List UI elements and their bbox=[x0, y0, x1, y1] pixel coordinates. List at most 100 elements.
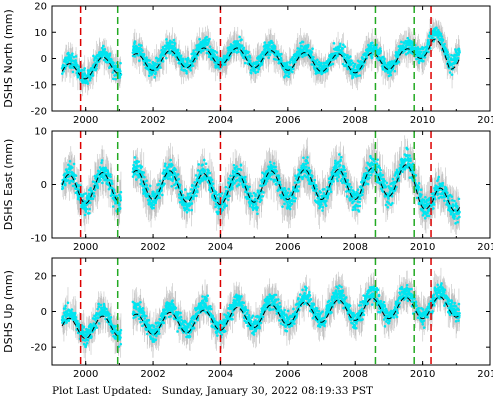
observation-point bbox=[134, 178, 138, 181]
observation-point bbox=[118, 76, 122, 79]
observation-point bbox=[162, 47, 165, 50]
observation-point bbox=[72, 162, 76, 166]
observation-point bbox=[71, 52, 74, 55]
observation-point bbox=[237, 183, 241, 187]
observation-point bbox=[180, 190, 184, 194]
y-tick-label: 20 bbox=[34, 2, 47, 13]
observation-point bbox=[446, 50, 449, 54]
observation-point bbox=[89, 186, 92, 190]
observation-point bbox=[221, 208, 225, 212]
observation-point bbox=[92, 54, 95, 58]
x-tick-label: 2008 bbox=[343, 115, 368, 126]
observation-point bbox=[89, 76, 92, 80]
observation-point bbox=[316, 58, 319, 62]
observation-point bbox=[190, 202, 194, 205]
observation-point bbox=[358, 74, 362, 77]
observation-point bbox=[152, 206, 155, 210]
observation-point bbox=[196, 190, 199, 194]
observation-point bbox=[431, 36, 434, 39]
observation-point bbox=[90, 189, 94, 193]
observation-point bbox=[346, 59, 350, 63]
observation-point bbox=[248, 204, 252, 208]
observation-point bbox=[92, 192, 96, 195]
observation-point bbox=[216, 56, 219, 59]
observation-point bbox=[371, 53, 374, 56]
observation-point bbox=[192, 51, 195, 54]
observation-point bbox=[435, 26, 438, 30]
observation-point bbox=[422, 46, 425, 50]
observation-point bbox=[111, 205, 115, 208]
observation-point bbox=[443, 42, 446, 46]
observation-point bbox=[133, 40, 137, 43]
observation-point bbox=[350, 59, 353, 62]
observation-point bbox=[423, 56, 427, 59]
observation-point bbox=[189, 68, 192, 72]
y-tick-label: 10 bbox=[34, 28, 47, 39]
observation-point bbox=[288, 71, 291, 75]
observation-point bbox=[193, 181, 197, 184]
observation-point bbox=[145, 184, 149, 187]
observation-point bbox=[110, 58, 113, 61]
observation-point bbox=[61, 186, 65, 190]
observation-point bbox=[250, 194, 254, 198]
observation-point bbox=[341, 62, 345, 66]
observation-point bbox=[389, 73, 393, 77]
observation-point bbox=[248, 56, 252, 59]
observation-point bbox=[439, 32, 443, 36]
observation-point bbox=[106, 169, 110, 172]
observation-point bbox=[202, 158, 206, 162]
observation-point bbox=[70, 166, 74, 169]
observation-point bbox=[181, 59, 185, 62]
observation-point bbox=[313, 67, 316, 71]
observation-point bbox=[119, 73, 123, 76]
observation-point bbox=[374, 46, 378, 50]
observation-point bbox=[237, 50, 240, 54]
observation-point bbox=[403, 42, 406, 45]
observation-point bbox=[165, 38, 168, 41]
observation-point bbox=[246, 55, 249, 59]
observation-point bbox=[338, 44, 342, 48]
observation-point bbox=[419, 47, 423, 51]
observation-point bbox=[85, 207, 89, 211]
observation-point bbox=[190, 194, 193, 198]
observation-point bbox=[286, 63, 289, 67]
observation-point bbox=[362, 64, 365, 67]
observation-point bbox=[166, 177, 170, 181]
observation-point bbox=[185, 210, 189, 214]
observation-point bbox=[91, 180, 95, 183]
y-axis-title: DSHS North (mm) bbox=[2, 9, 15, 107]
observation-point bbox=[249, 192, 252, 195]
observation-point bbox=[162, 54, 166, 58]
observation-point bbox=[82, 193, 85, 196]
observation-point bbox=[240, 44, 244, 47]
observation-point bbox=[448, 71, 452, 74]
observation-point bbox=[316, 63, 320, 66]
observation-point bbox=[300, 44, 304, 48]
observation-point bbox=[224, 194, 227, 198]
observation-point bbox=[231, 186, 234, 190]
observation-point bbox=[220, 192, 224, 195]
observation-point bbox=[301, 40, 305, 44]
observation-point bbox=[176, 48, 180, 52]
observation-point bbox=[207, 39, 210, 43]
observation-point bbox=[216, 212, 220, 216]
observation-point bbox=[312, 55, 315, 59]
observation-point bbox=[169, 158, 172, 162]
observation-point bbox=[141, 174, 144, 177]
observation-point bbox=[284, 74, 287, 77]
observation-point bbox=[195, 194, 198, 198]
observation-point bbox=[176, 173, 180, 176]
x-tick-label: 2010 bbox=[410, 115, 435, 126]
observation-point bbox=[369, 44, 373, 47]
observation-point bbox=[145, 179, 148, 183]
observation-point bbox=[321, 71, 324, 74]
observation-point bbox=[195, 57, 198, 60]
observation-point bbox=[209, 190, 212, 194]
observation-point bbox=[92, 194, 96, 198]
observation-point bbox=[95, 67, 98, 70]
observation-point bbox=[447, 55, 450, 59]
observation-point bbox=[155, 56, 158, 60]
observation-point bbox=[256, 70, 260, 74]
observation-point bbox=[186, 206, 189, 209]
observation-point bbox=[233, 167, 237, 171]
